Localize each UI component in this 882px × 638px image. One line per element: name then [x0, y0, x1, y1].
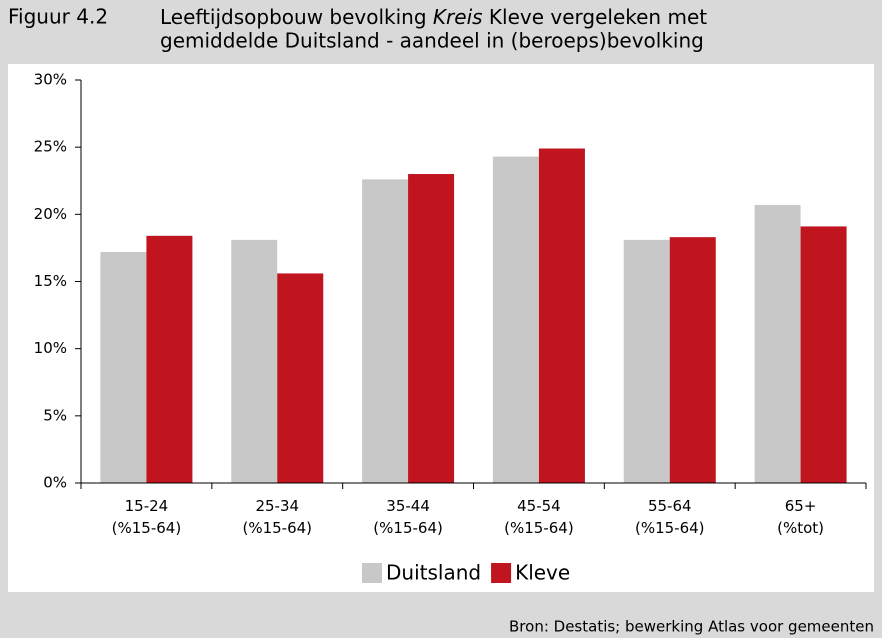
bar [362, 179, 409, 483]
legend-label: Kleve [515, 561, 570, 585]
y-tick-label: 10% [34, 339, 67, 357]
chart-title: gemiddelde Duitsland - aandeel in (beroe… [160, 29, 704, 53]
x-tick-label-line: 45-54 [517, 497, 561, 515]
bar [669, 237, 716, 483]
y-tick-label: 15% [34, 272, 67, 290]
legend-swatch [362, 563, 382, 583]
bar [146, 235, 193, 483]
x-tick-label: 55-64 (%15-64) [635, 497, 705, 537]
x-tick-label-line: (%15-64) [373, 519, 443, 537]
x-tick-label-line: (%15-64) [112, 519, 182, 537]
title-part: Kleve vergeleken met [489, 5, 707, 29]
x-tick-label-line: (%15-64) [635, 519, 705, 537]
title-part: Kreis [433, 5, 483, 29]
bar [754, 204, 801, 483]
x-tick-label-line: 65+ [785, 497, 817, 515]
bar [100, 251, 147, 483]
x-tick-label: 35-44 (%15-64) [373, 497, 443, 537]
figure-label: Figuur 4.2 [8, 5, 108, 29]
bar [492, 156, 539, 483]
x-tick-label-line: 15-24 [125, 497, 169, 515]
x-tick-label: 65+ (%tot) [777, 497, 824, 537]
x-tick-label-line: 35-44 [386, 497, 430, 515]
x-tick-label-line: 25-34 [255, 497, 299, 515]
bar [231, 239, 278, 483]
chart-title: Leeftijdsopbouw bevolking Kreis Kleve ve… [160, 5, 707, 29]
x-tick-label-line: (%15-64) [242, 519, 312, 537]
x-tick-label-line: (%tot) [777, 519, 824, 537]
legend-label: Duitsland [386, 561, 481, 585]
y-tick-label: 5% [43, 406, 67, 424]
bar [277, 273, 324, 483]
bar [623, 239, 670, 483]
bar [408, 174, 455, 484]
y-tick-label: 25% [34, 138, 67, 156]
bar [538, 148, 585, 483]
x-tick-label-line: 55-64 [648, 497, 692, 515]
y-tick-label: 20% [34, 205, 67, 223]
x-tick-label: 15-24 (%15-64) [112, 497, 182, 537]
title-part: Leeftijdsopbouw bevolking [160, 5, 427, 29]
x-tick-label-line: (%15-64) [504, 519, 574, 537]
bar [800, 226, 847, 483]
y-tick-label: 0% [43, 474, 67, 492]
legend-swatch [491, 563, 512, 583]
source: Bron: Destatis; bewerking Atlas voor gem… [509, 618, 874, 636]
x-tick-label: 25-34 (%15-64) [242, 497, 312, 537]
y-tick-label: 30% [34, 71, 67, 89]
x-tick-label: 45-54 (%15-64) [504, 497, 574, 537]
